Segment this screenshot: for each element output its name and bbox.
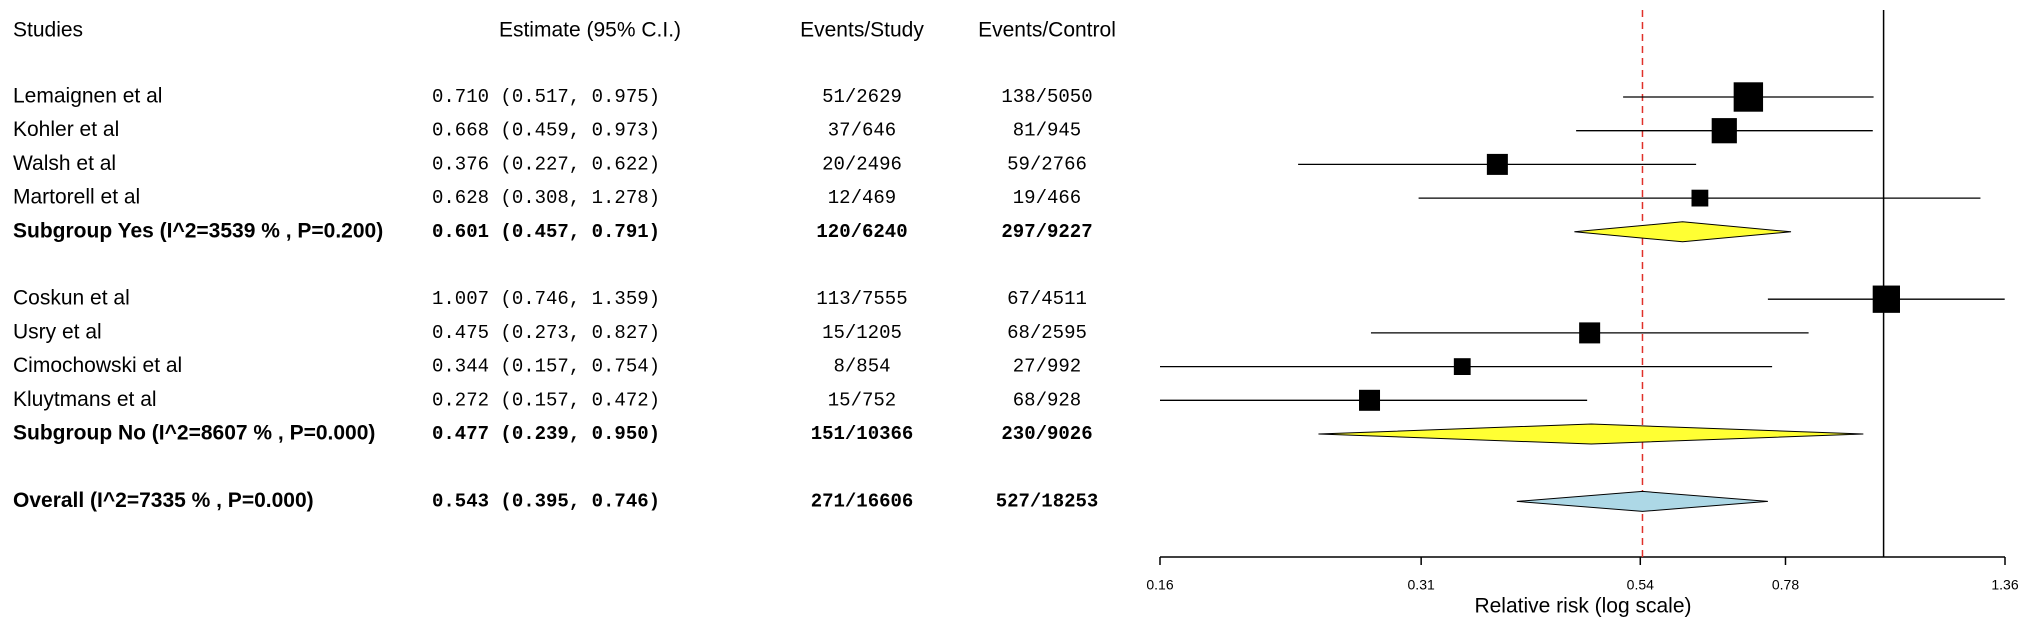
estimate-square: [1579, 322, 1601, 344]
estimate-label: 0.272 (0.157, 0.472): [432, 389, 660, 411]
estimate-label: 0.344 (0.157, 0.754): [432, 356, 660, 378]
estimate-label: 0.628 (0.308, 1.278): [432, 187, 660, 209]
x-tick-label: 0.16: [1146, 577, 1173, 593]
events-study: 51/2629: [822, 86, 902, 108]
estimate-square: [1453, 358, 1471, 375]
events-study: 12/469: [828, 187, 896, 209]
events-control: 138/5050: [1001, 86, 1092, 108]
header-events-control: Events/Control: [978, 19, 1116, 42]
events-control: 81/945: [1013, 120, 1081, 142]
study-label: Kohler et al: [13, 118, 119, 141]
estimate-label: 0.475 (0.273, 0.827): [432, 322, 660, 344]
study-label: Overall (I^2=7335 % , P=0.000): [13, 489, 314, 512]
events-study: 151/10366: [811, 423, 914, 445]
study-label: Lemaignen et al: [13, 85, 162, 108]
header-estimate: Estimate (95% C.I.): [499, 19, 681, 42]
events-study: 20/2496: [822, 153, 902, 175]
estimate-square: [1733, 82, 1764, 112]
study-label: Coskun et al: [13, 287, 130, 310]
study-label: Martorell et al: [13, 186, 140, 209]
estimate-label: 0.543 (0.395, 0.746): [432, 490, 660, 512]
events-control: 297/9227: [1001, 221, 1092, 243]
study-label: Walsh et al: [13, 152, 116, 175]
events-control: 27/992: [1013, 356, 1081, 378]
events-study: 113/7555: [816, 288, 907, 310]
events-control: 68/928: [1013, 389, 1081, 411]
estimate-label: 0.710 (0.517, 0.975): [432, 86, 660, 108]
estimate-label: 1.007 (0.746, 1.359): [432, 288, 660, 310]
estimate-square: [1872, 285, 1900, 313]
events-study: 37/646: [828, 120, 896, 142]
estimate-square: [1486, 153, 1508, 175]
events-control: 230/9026: [1001, 423, 1092, 445]
events-control: 68/2595: [1007, 322, 1087, 344]
events-control: 19/466: [1013, 187, 1081, 209]
estimate-label: 0.668 (0.459, 0.973): [432, 120, 660, 142]
estimate-square: [1711, 118, 1737, 144]
x-axis-title: Relative risk (log scale): [1474, 595, 1691, 618]
events-study: 120/6240: [816, 221, 907, 243]
study-label: Kluytmans et al: [13, 388, 157, 411]
x-tick-label: 0.54: [1627, 577, 1654, 593]
study-label: Usry et al: [13, 320, 102, 343]
events-study: 15/752: [828, 389, 896, 411]
events-study: 8/854: [833, 356, 890, 378]
events-control: 67/4511: [1007, 288, 1087, 310]
events-control: 59/2766: [1007, 153, 1087, 175]
estimate-square: [1691, 189, 1709, 207]
header-studies: Studies: [13, 19, 83, 42]
estimate-label: 0.376 (0.227, 0.622): [432, 153, 660, 175]
overall-diamond: [1516, 490, 1768, 512]
subgroup-diamond: [1574, 221, 1792, 243]
events-study: 15/1205: [822, 322, 902, 344]
header-events-study: Events/Study: [800, 19, 924, 42]
study-label: Subgroup Yes (I^2=3539 % , P=0.200): [13, 219, 383, 242]
events-study: 271/16606: [811, 490, 914, 512]
subgroup-diamond: [1318, 423, 1864, 445]
study-label: Cimochowski et al: [13, 354, 182, 377]
x-tick-label: 1.36: [1991, 577, 2018, 593]
estimate-label: 0.477 (0.239, 0.950): [432, 423, 660, 445]
estimate-square: [1359, 389, 1381, 411]
study-label: Subgroup No (I^2=8607 % , P=0.000): [13, 422, 375, 445]
x-tick-label: 0.31: [1408, 577, 1435, 593]
events-control: 527/18253: [996, 490, 1099, 512]
x-tick-label: 0.78: [1772, 577, 1799, 593]
estimate-label: 0.601 (0.457, 0.791): [432, 221, 660, 243]
